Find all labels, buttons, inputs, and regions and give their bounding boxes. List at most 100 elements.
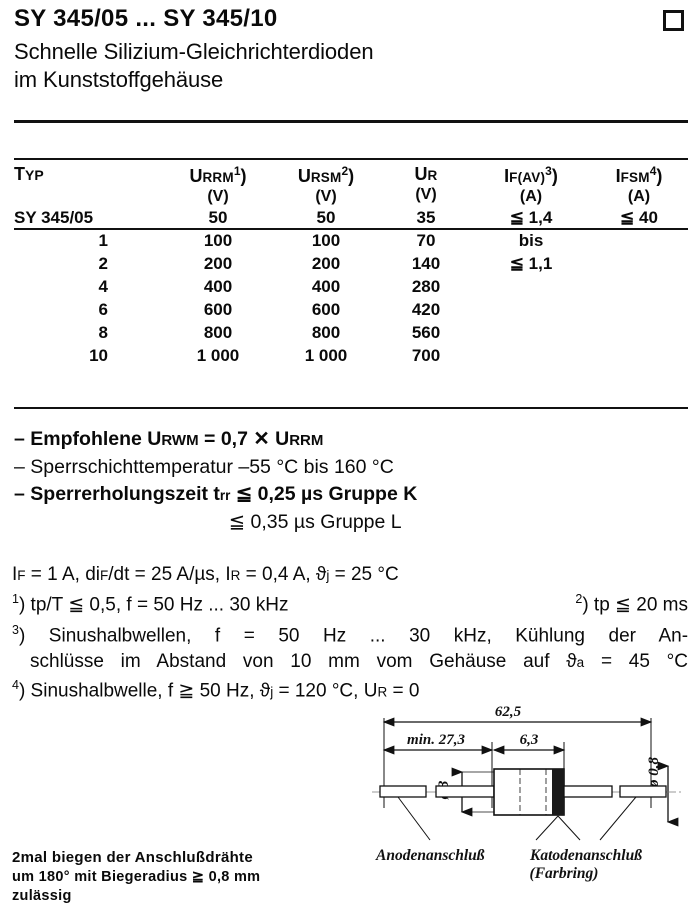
footnote-4: 4) Sinushalbwelle, f ≧ 50 Hz, ϑj = 120 °…: [12, 677, 688, 705]
specification-table: TYP URRM1) (V) URSM2) (V) UR (V) IF(AV)3…: [14, 164, 688, 367]
package-dimension-drawing: 62,5 min. 27,3 6,3 ø 3 ø 0,8: [368, 700, 690, 915]
note-urwm-sub-b: RRM: [289, 432, 324, 449]
footnote-4-mark: 4: [12, 678, 19, 692]
cell-typ-suffix: 4: [98, 277, 108, 297]
rule-table-head-bottom: [14, 228, 688, 230]
col-ifav-subscript: F(AV): [509, 170, 546, 185]
footnote-4-sub-b: R: [377, 684, 388, 700]
table-row: SY 345/05 50 50 35 ≦ 1,4 bis ≦ 1,1 ≦ 40: [14, 206, 688, 273]
cell-urrm: 200: [203, 254, 233, 274]
note-junction-temp: – Sperrschichttemperatur –55 °C bis 160 …: [14, 454, 688, 482]
bend-note-line-1: 2mal biegen der Anschlußdrähte: [12, 849, 253, 866]
cell-ur: 420: [411, 300, 441, 320]
cell-ur: 560: [411, 323, 441, 343]
cell-typ-suffix: 8: [98, 323, 108, 343]
cell-ursm: 400: [311, 277, 341, 297]
column-header-urrm: URRM1) (V): [164, 164, 272, 206]
dimension-lead-diameter: ø 0,8: [646, 757, 679, 827]
cell-ursm: 200: [311, 254, 341, 274]
footnote-3-seg-4: der: [608, 625, 636, 647]
footnote-4-text-b: = 120 °C, U: [273, 680, 378, 702]
label-anode: Anodenanschluß: [375, 847, 485, 864]
cell-ur: 35: [416, 208, 436, 228]
bend-note-line-3: zulässig: [12, 887, 72, 904]
dim-lead-min-label: min. 27,3: [407, 732, 465, 748]
note-recovery-text-a: Sperrerholungszeit t: [30, 483, 220, 506]
cond-sub-4: j: [326, 568, 330, 583]
col-ursm-unit: (V): [315, 188, 337, 206]
dimension-total-length: 62,5: [382, 704, 653, 727]
dim-lead-diameter-label: ø 0,8: [646, 757, 662, 789]
cell-typ: 8: [14, 321, 164, 344]
cond-part-4: = 25 °C: [329, 564, 399, 585]
dimension-lead-min: min. 27,3: [382, 732, 494, 755]
bend-note-line-2: um 180° mit Biegeradius ≧ 0,8 mm: [12, 868, 261, 885]
cell-ifsm-merged: ≦ 40: [620, 208, 658, 228]
cell-typ: 6: [14, 298, 164, 321]
note-urwm-text-b: = 0,7 ✕ U: [198, 428, 290, 450]
rule-table-bottom: [14, 407, 688, 409]
col-ifsm-subscript: FSM: [620, 170, 650, 185]
table-row: 2 200 200 140: [14, 252, 688, 275]
cond-part-3: = 0,4 A, ϑ: [240, 564, 327, 585]
col-ur-subscript: R: [427, 168, 438, 183]
note-recovery-cont-text: ≦ 0,35 µs Gruppe L: [228, 511, 402, 534]
footnote-4-text-a: ) Sinushalbwelle, f ≧ 50 Hz, ϑ: [18, 680, 271, 702]
cell-ursm: 1 000: [304, 346, 348, 366]
col-ur-unit: (V): [415, 186, 437, 204]
cell-ifav-merged: ≦ 1,4 bis ≦ 1,1: [472, 206, 590, 367]
col-ifav-unit: (A): [519, 188, 543, 206]
test-conditions-line: IF = 1 A, diF/dt = 25 A/µs, IR = 0,4 A, …: [12, 562, 688, 588]
cell-urrm: 800: [203, 323, 233, 343]
leader-lines: [397, 796, 637, 841]
page-title: SY 345/05 ... SY 345/10: [14, 5, 278, 32]
note-urwm-sub-a: RWM: [161, 432, 199, 449]
cell-typ-suffix: 2: [98, 254, 108, 274]
footnote-3-seg-3: Kühlung: [515, 625, 585, 647]
note-recovery-time: – Sperrerholungszeit trr ≦ 0,25 µs Grupp…: [14, 481, 688, 509]
rule-top: [14, 120, 688, 123]
footnote-2-text: ) tp ≦ 20 ms: [582, 594, 688, 616]
footnote-3-line2-b: = 45 °C: [584, 650, 688, 672]
note-recovery-sub: rr: [219, 488, 231, 504]
table-row: 6 600 600 420: [14, 298, 688, 321]
cond-sub-3: R: [230, 568, 241, 583]
subtitle-line-2: im Kunststoffgehäuse: [14, 67, 224, 93]
col-ursm-footnote-mark: 2: [341, 164, 349, 178]
cell-ursm: 800: [311, 323, 341, 343]
cond-sub-2: F: [100, 568, 109, 583]
footnote-4-sub-a: j: [270, 684, 274, 700]
column-header-ursm: URSM2) (V): [272, 164, 380, 206]
table-header: TYP URRM1) (V) URSM2) (V) UR (V) IF(AV)3…: [14, 164, 688, 206]
column-header-ur: UR (V): [380, 164, 472, 206]
cell-typ: 10: [14, 344, 164, 367]
table-body: SY 345/05 50 50 35 ≦ 1,4 bis ≦ 1,1 ≦ 40 …: [14, 206, 688, 367]
cond-part-1: = 1 A, di: [25, 564, 101, 585]
column-header-typ-label: TYP: [14, 164, 44, 184]
table-header-row: TYP URRM1) (V) URSM2) (V) UR (V) IF(AV)3…: [14, 164, 688, 206]
cell-urrm: 100: [203, 231, 233, 251]
cell-typ: 1: [14, 229, 164, 252]
cond-sub-1: F: [17, 568, 26, 583]
title-row: SY 345/05 ... SY 345/10: [14, 6, 686, 31]
cell-ursm: 600: [311, 300, 341, 320]
col-urrm-unit: (V): [207, 188, 229, 206]
footnote-3-line2-sub: a: [576, 654, 585, 670]
ifav-line-1: ≦ 1,4: [509, 208, 553, 228]
cell-urrm: 1 000: [196, 346, 240, 366]
diode-body: [493, 768, 565, 816]
col-urrm-subscript: RRM: [202, 170, 234, 185]
label-cathode: Katodenanschluß: [529, 847, 642, 864]
footnote-3-seg-2: f = 50 Hz ... 30 kHz,: [214, 625, 492, 647]
cell-ur: 140: [411, 254, 441, 274]
note-recovery-text-b: ≦ 0,25 µs Gruppe K: [230, 483, 418, 506]
cond-symbol: I: [12, 564, 18, 585]
ifav-line-3: ≦ 1,1: [509, 254, 553, 274]
note-dash: –: [14, 428, 25, 450]
bend-note: 2mal biegen der Anschlußdrähte um 180° m…: [12, 848, 260, 906]
document-header: SY 345/05 ... SY 345/10 Schnelle Siliziu…: [14, 6, 686, 95]
cell-urrm: 400: [203, 277, 233, 297]
cell-typ-suffix: 10: [89, 346, 108, 366]
ifav-line-2: bis: [518, 231, 544, 251]
footnote-3-seg-1: ) Sinushalbwellen,: [18, 625, 192, 647]
